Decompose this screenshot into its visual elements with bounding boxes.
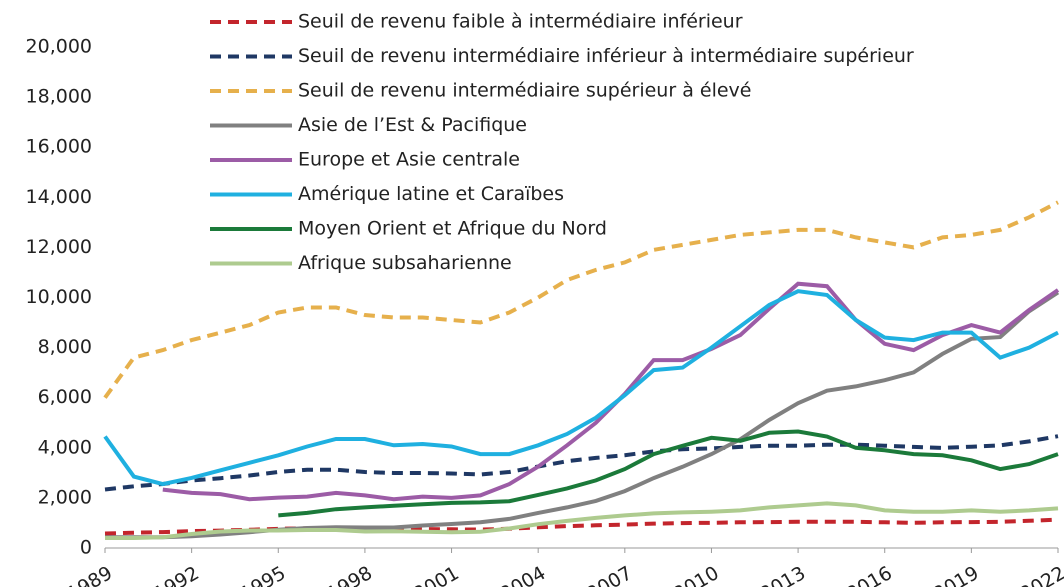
legend-label: Asie de l’Est & Pacifique [298, 114, 527, 136]
legend-label: Moyen Orient et Afrique du Nord [298, 218, 607, 240]
series-line [105, 501, 1059, 540]
y-tick-label: 0 [80, 537, 92, 559]
series-line [103, 200, 1059, 399]
x-tick-label: 1995 [237, 562, 290, 587]
y-tick-label: 18,000 [26, 86, 92, 108]
legend-label: Afrique subsaharienne [298, 252, 512, 274]
y-tick-label: 2,000 [38, 486, 92, 508]
series-line [104, 434, 1059, 492]
x-tick-label: 1998 [323, 562, 376, 587]
x-tick-label: 2019 [930, 562, 983, 587]
legend-label: Seuil de revenu intermédiaire inférieur … [298, 45, 914, 67]
series-line [162, 281, 1060, 502]
y-tick-label: 20,000 [26, 36, 92, 58]
x-tick-label: 2022 [1016, 562, 1064, 587]
series-line [104, 517, 1059, 536]
y-tick-label: 8,000 [38, 336, 92, 358]
y-tick-label: 4,000 [38, 436, 92, 458]
y-tick-label: 6,000 [38, 386, 92, 408]
series-line [278, 429, 1059, 518]
legend-label: Europe et Asie centrale [298, 149, 520, 171]
legend-label: Seuil de revenu intermédiaire supérieur … [298, 80, 751, 102]
x-tick-label: 2016 [843, 562, 896, 587]
x-tick-label: 2013 [756, 562, 809, 587]
x-tick-label: 2007 [583, 562, 636, 587]
x-tick-label: 1989 [63, 562, 116, 587]
y-tick-label: 12,000 [26, 236, 92, 258]
series-line [103, 289, 1059, 487]
legend-label: Amérique latine et Caraïbes [298, 183, 564, 205]
x-tick-label: 2010 [670, 562, 723, 587]
legend-label: Seuil de revenu faible à intermédiaire i… [298, 11, 743, 33]
y-tick-label: 16,000 [26, 136, 92, 158]
x-tick-label: 2004 [497, 562, 550, 587]
y-tick-label: 10,000 [26, 286, 92, 308]
y-tick-label: 14,000 [26, 186, 92, 208]
x-tick-label: 2001 [410, 562, 463, 587]
x-tick-label: 1992 [150, 562, 203, 587]
